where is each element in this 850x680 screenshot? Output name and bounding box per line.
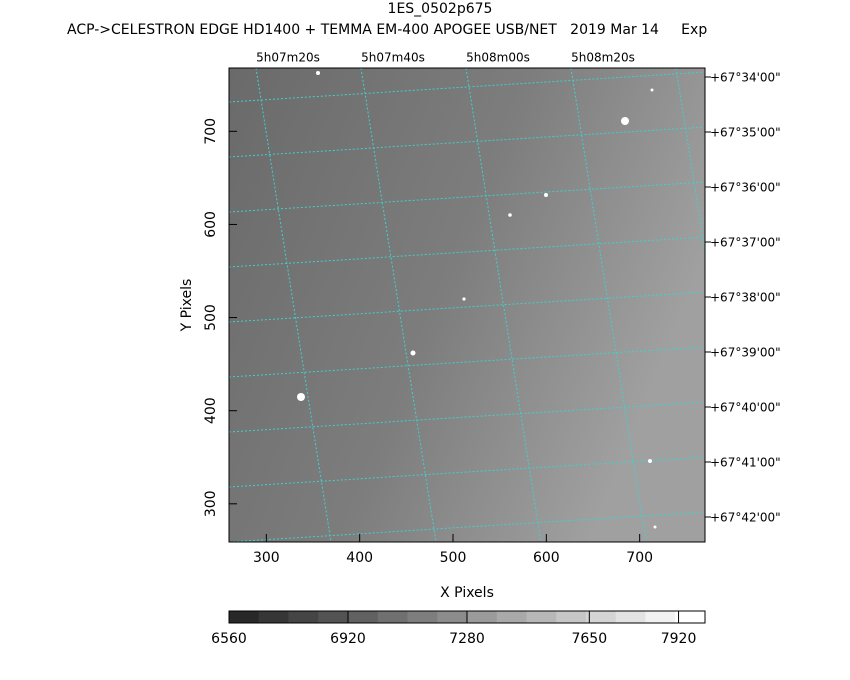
dec-label: +67°40'00": [710, 401, 781, 415]
colorbar-step: [467, 611, 498, 623]
x-tick-label: 300: [253, 550, 280, 566]
dec-grid-line: [229, 71, 705, 103]
y-tick-label: 500: [203, 304, 219, 331]
colorbar-step: [348, 611, 379, 623]
y-tick-label: 700: [203, 118, 219, 145]
chart-subtitle: ACP->CELESTRON EDGE HD1400 + TEMMA EM-40…: [67, 22, 707, 38]
ra-label: 5h08m00s: [466, 51, 530, 65]
dec-label: +67°36'00": [710, 181, 781, 195]
dec-grid-line: [229, 236, 705, 268]
dec-grid-line: [229, 346, 705, 378]
colorbar-tick-label: 7280: [449, 631, 485, 647]
ra-grid-line: [781, 68, 850, 542]
colorbar-step: [318, 611, 349, 623]
colorbar-step: [586, 611, 617, 623]
colorbar-tick-label: 7650: [571, 631, 607, 647]
colorbar-tick-label: 7920: [661, 631, 697, 647]
x-tick-label: 600: [533, 550, 560, 566]
dec-label: +67°41'00": [710, 456, 781, 470]
dec-grid-line: [229, 291, 705, 323]
plot-frame: [228, 67, 706, 543]
colorbar-step: [407, 611, 438, 623]
ra-label: 5h07m20s: [256, 51, 320, 65]
colorbar-step: [556, 611, 587, 623]
y-tick-label: 300: [203, 490, 219, 517]
colorbar-tick-label: 6560: [211, 631, 247, 647]
y-tick-label: 400: [203, 397, 219, 424]
dec-label: +67°39'00": [710, 346, 781, 360]
stars: [297, 71, 657, 529]
dec-grid-line: [229, 401, 705, 433]
colorbar-step: [377, 611, 408, 623]
colorbar-step: [615, 611, 646, 623]
x-tick-label: 400: [346, 550, 373, 566]
ra-label: 5h07m40s: [361, 51, 425, 65]
colorbar-step: [229, 611, 260, 623]
colorbar-step: [675, 611, 706, 623]
dec-grid-line: [229, 511, 705, 542]
ra-grid-line: [46, 68, 121, 542]
colorbar-step: [258, 611, 289, 623]
dec-grid-line: [229, 126, 705, 158]
y-tick-label: 600: [203, 211, 219, 238]
dec-grid-line: [229, 181, 705, 213]
ra-label: 5h08m20s: [571, 51, 635, 65]
image: [229, 68, 705, 542]
colorbar-step: [526, 611, 557, 623]
colorbar-tick-label: 6920: [330, 631, 366, 647]
dec-label: +67°38'00": [710, 291, 781, 305]
dec-grid-line: [229, 456, 705, 488]
chart-title: 1ES_0502p675: [388, 1, 493, 17]
x-tick-label: 500: [440, 550, 467, 566]
x-tick-label: 700: [626, 550, 653, 566]
colorbar-step: [288, 611, 319, 623]
colorbar-step: [496, 611, 527, 623]
y-axis-label: Y Pixels: [179, 279, 195, 333]
dec-label: +67°37'00": [710, 236, 781, 250]
colorbar-step: [645, 611, 676, 623]
x-axis-label: X Pixels: [440, 585, 494, 601]
dec-label: +67°42'00": [710, 511, 781, 525]
coordinate-grid: [46, 68, 850, 542]
colorbar-step: [437, 611, 468, 623]
dec-label: +67°34'00": [710, 71, 781, 85]
dec-label: +67°35'00": [710, 126, 781, 140]
